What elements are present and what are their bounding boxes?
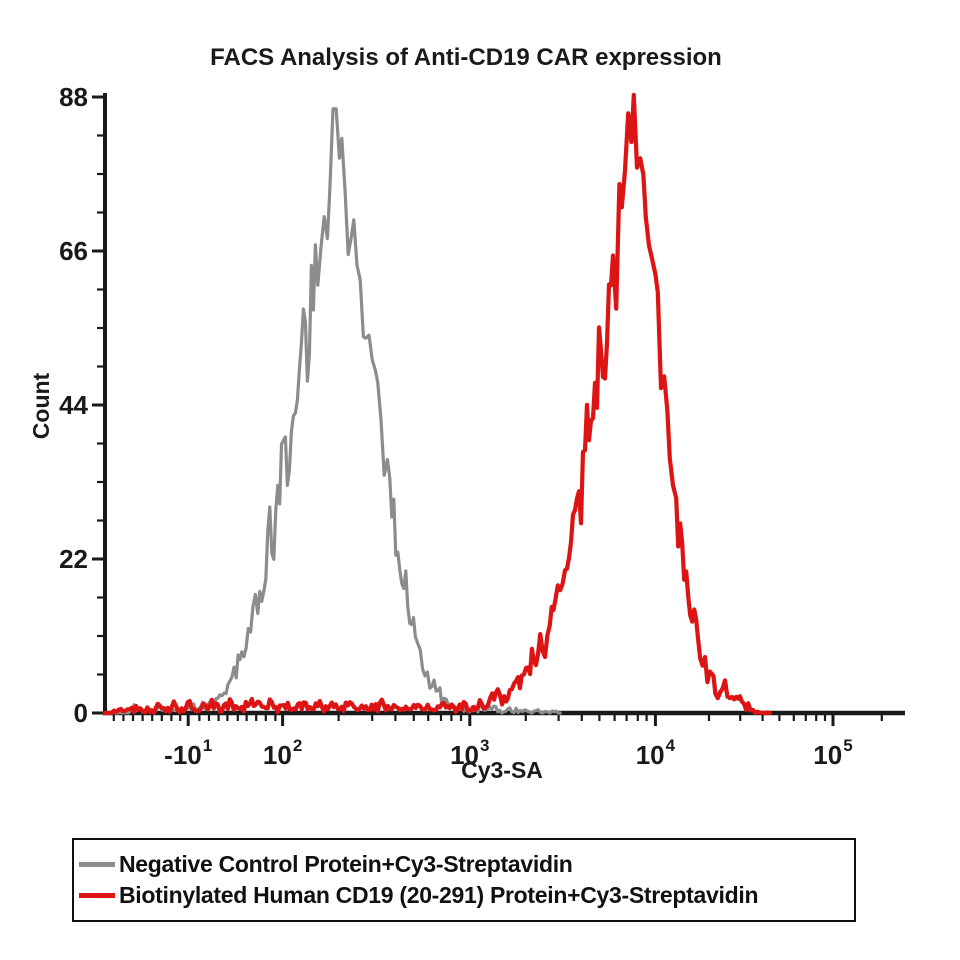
x-tick-label: 102 xyxy=(263,736,302,770)
x-tick-label: 104 xyxy=(636,736,676,770)
y-tick-label: 22 xyxy=(59,544,88,574)
y-tick-label: 88 xyxy=(59,82,88,112)
legend-line-swatch-gray xyxy=(79,862,115,867)
y-tick-label: 44 xyxy=(59,390,88,420)
legend-label: Negative Control Protein+Cy3-Streptavidi… xyxy=(119,851,573,877)
x-axis-title: Cy3-SA xyxy=(461,757,543,783)
y-tick-label: 0 xyxy=(74,698,88,728)
x-tick-label: -101 xyxy=(164,736,212,770)
legend-box: Negative Control Protein+Cy3-Streptavidi… xyxy=(72,838,856,922)
x-tick-label: 103 xyxy=(450,736,489,770)
y-tick-label: 66 xyxy=(59,236,88,266)
legend-label: Biotinylated Human CD19 (20-291) Protein… xyxy=(119,882,759,908)
plot-svg: 0 22 44 66 88 -101 102 103 104 105 xyxy=(59,82,905,770)
series-curve-cd19 xyxy=(102,92,772,716)
legend-line-swatch-red xyxy=(79,893,115,898)
legend-item: Biotinylated Human CD19 (20-291) Protein… xyxy=(79,880,854,911)
chart-title: FACS Analysis of Anti-CD19 CAR expressio… xyxy=(210,44,722,71)
x-tick-label: 105 xyxy=(813,736,852,770)
legend-item: Negative Control Protein+Cy3-Streptavidi… xyxy=(79,849,854,880)
series-curve-negative-control xyxy=(103,107,562,715)
